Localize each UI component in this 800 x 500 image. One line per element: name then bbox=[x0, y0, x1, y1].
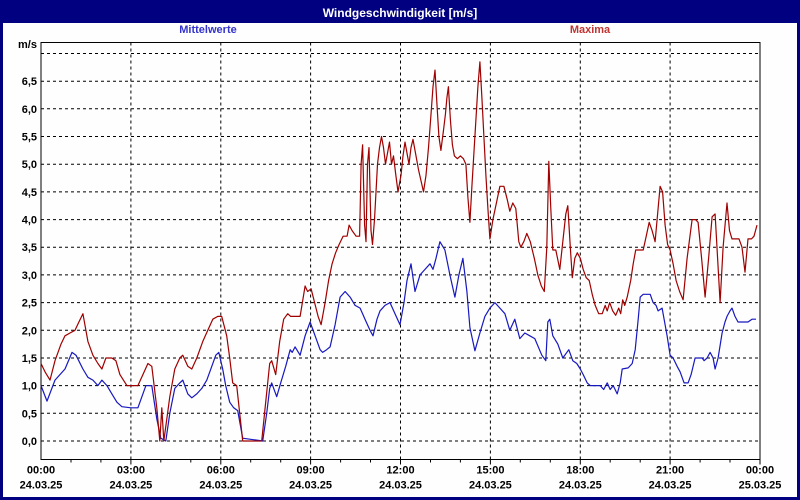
x-axis-time-label: 03:00 bbox=[117, 465, 145, 477]
y-axis-tick-label: 5,0 bbox=[22, 159, 37, 171]
x-axis-date-label: 24.03.25 bbox=[559, 480, 602, 492]
x-axis-time-label: 00:00 bbox=[746, 465, 774, 477]
x-axis-date-label: 24.03.25 bbox=[20, 480, 63, 492]
x-axis-time-label: 21:00 bbox=[656, 465, 684, 477]
y-axis-tick-label: 3,0 bbox=[22, 270, 37, 282]
y-axis-tick-label: 0,5 bbox=[22, 408, 37, 420]
y-axis-unit-label: m/s bbox=[18, 39, 37, 51]
y-axis-tick-label: 6,0 bbox=[22, 104, 37, 116]
y-axis-tick-label: 4,5 bbox=[22, 187, 37, 199]
x-axis-date-label: 24.03.25 bbox=[109, 480, 152, 492]
x-axis-time-label: 12:00 bbox=[386, 465, 414, 477]
y-axis-tick-label: 0,0 bbox=[22, 436, 37, 448]
y-axis-tick-label: 6,5 bbox=[22, 76, 37, 88]
x-axis-time-label: 18:00 bbox=[566, 465, 594, 477]
y-axis-tick-label: 1,5 bbox=[22, 353, 37, 365]
x-axis-date-label: 24.03.25 bbox=[289, 480, 332, 492]
series-line-maxima bbox=[40, 61, 758, 442]
x-axis-date-label: 25.03.25 bbox=[739, 480, 782, 492]
y-axis-tick-label: 4,0 bbox=[22, 215, 37, 227]
x-axis-date-label: 24.03.25 bbox=[379, 480, 422, 492]
y-axis-tick-label: 3,5 bbox=[22, 242, 37, 254]
x-axis-time-label: 09:00 bbox=[297, 465, 325, 477]
x-axis-date-label: 24.03.25 bbox=[199, 480, 242, 492]
y-axis-tick-label: 5,5 bbox=[22, 132, 37, 144]
window-title-bar: Windgeschwindigkeit [m/s] bbox=[3, 3, 797, 23]
series-line-mittelwerte bbox=[40, 241, 756, 442]
y-axis-tick-label: 2,5 bbox=[22, 298, 37, 310]
x-axis-time-label: 06:00 bbox=[207, 465, 235, 477]
y-axis-tick-label: 1,0 bbox=[22, 381, 37, 393]
legend-mean-series: Mittelwerte bbox=[179, 24, 237, 36]
window-title: Windgeschwindigkeit [m/s] bbox=[322, 6, 478, 20]
legend-max-series: Maxima bbox=[569, 24, 611, 36]
x-axis-date-label: 24.03.25 bbox=[469, 480, 512, 492]
x-axis-time-label: 15:00 bbox=[476, 465, 504, 477]
x-axis-time-label: 00:00 bbox=[27, 465, 55, 477]
x-axis-date-label: 24.03.25 bbox=[649, 480, 692, 492]
y-axis-tick-label: 2,0 bbox=[22, 325, 37, 337]
wind-speed-chart: 0,0 0,5 1,0 1,5 2,0 2,5 3,0 3,5 4,0 4,5 5,0 5,5 6,0 6… bbox=[20, 42, 782, 492]
